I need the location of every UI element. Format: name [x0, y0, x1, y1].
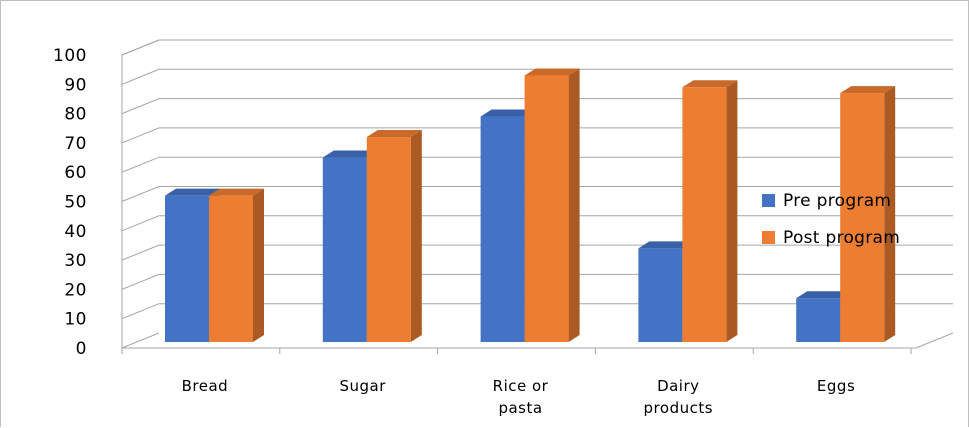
y-tick-label: 60: [64, 163, 87, 183]
legend-swatch: [762, 231, 775, 244]
bar-side-face: [253, 188, 264, 342]
bar-front-face: [524, 75, 569, 342]
x-tick-label: Bread: [182, 377, 229, 395]
floor-left-edge: [121, 332, 160, 349]
bar-side-face: [726, 80, 738, 342]
y-tick-label: 30: [64, 251, 87, 271]
bar-top-face: [209, 188, 264, 196]
y-tick-label: 0: [76, 339, 87, 359]
gridline: [121, 68, 953, 85]
bar-front-face: [638, 248, 683, 342]
bar-top-face: [480, 109, 536, 117]
x-tick-label: Sugar: [339, 377, 386, 395]
bar: [366, 130, 422, 342]
bar-side-face: [568, 68, 580, 342]
y-tick-label: 20: [64, 280, 87, 300]
legend-label: Post program: [783, 228, 900, 248]
bar-top-face: [366, 130, 422, 138]
bar-front-face: [796, 298, 841, 342]
y-tick-label: 10: [64, 310, 87, 330]
bar-top-face: [682, 80, 738, 88]
bar-front-face: [366, 137, 411, 342]
bar-front-face: [322, 157, 367, 342]
x-tick-label: Rice or pasta: [493, 377, 549, 417]
bar-front-face: [682, 87, 727, 342]
bar-front-face: [209, 195, 253, 342]
y-axis-top-edge: [121, 39, 160, 56]
x-tick-label: Dairy products: [644, 377, 714, 417]
bar: [209, 188, 264, 342]
bar-front-face: [840, 93, 885, 342]
gridline: [121, 39, 953, 56]
bar: [682, 80, 738, 342]
y-tick-label: 50: [64, 193, 87, 213]
bar-top-face: [840, 86, 896, 94]
floor-edge: [915, 332, 954, 349]
legend-label: Pre program: [783, 191, 891, 211]
y-tick-label: 80: [64, 105, 87, 125]
y-tick-label: 70: [64, 134, 87, 154]
bar: [840, 86, 896, 342]
bar-top-face: [796, 291, 852, 299]
legend-swatch: [762, 194, 775, 207]
y-tick-label: 100: [53, 46, 87, 66]
bar-top-face: [638, 241, 694, 249]
bar: [524, 68, 580, 342]
x-axis: Bread Sugar Rice or pasta Dairy products Eggs: [121, 332, 954, 417]
legend: Pre program Post program: [762, 191, 900, 248]
gridlines: [121, 39, 953, 320]
bar-top-face: [322, 150, 378, 158]
y-tick-label: 90: [64, 75, 87, 95]
bar-top-face: [524, 68, 580, 76]
bar-top-face: [165, 188, 220, 196]
bar-side-face: [884, 86, 896, 342]
bars: [165, 68, 896, 342]
bar-front-face: [165, 195, 209, 342]
y-axis: 0 10 20 30 40 50 60 70 80 90 100: [53, 39, 160, 359]
bar-front-face: [480, 116, 525, 342]
bar-side-face: [410, 130, 422, 342]
y-tick-label: 40: [64, 222, 87, 242]
x-tick-label: Eggs: [817, 377, 855, 395]
